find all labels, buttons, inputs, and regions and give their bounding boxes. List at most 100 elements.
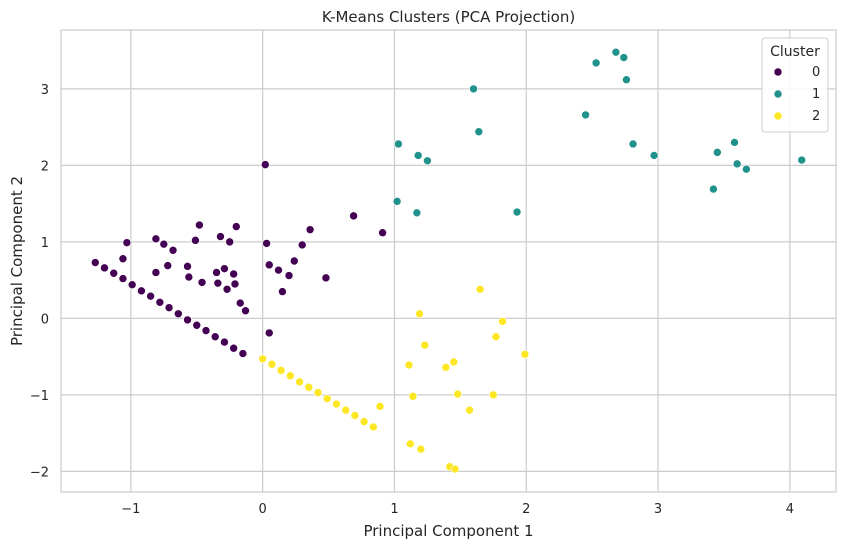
- data-point-cluster-2: [258, 354, 267, 364]
- data-point-cluster-1: [628, 139, 638, 149]
- grid-lines: [61, 30, 836, 492]
- data-point-cluster-0: [229, 343, 238, 353]
- data-point-cluster-0: [262, 239, 271, 248]
- y-tick-label: −2: [30, 465, 49, 480]
- legend-marker-0: [773, 67, 783, 77]
- data-point-cluster-2: [369, 422, 378, 432]
- data-point-cluster-0: [235, 298, 245, 308]
- x-axis-label: Principal Component 1: [363, 522, 533, 540]
- data-point-cluster-1: [412, 208, 422, 218]
- data-point-cluster-0: [378, 228, 387, 237]
- data-point-cluster-0: [151, 268, 161, 277]
- data-point-cluster-2: [408, 392, 418, 401]
- data-point-cluster-1: [619, 53, 629, 62]
- data-point-cluster-0: [278, 287, 287, 296]
- data-point-cluster-2: [332, 399, 341, 409]
- y-tick-label: 2: [41, 159, 49, 174]
- data-point-cluster-0: [225, 237, 235, 247]
- y-tick-label: 1: [41, 236, 49, 251]
- data-point-cluster-0: [260, 160, 270, 169]
- x-tick-label: 1: [390, 502, 398, 517]
- data-point-cluster-0: [163, 261, 173, 270]
- data-point-cluster-2: [441, 363, 451, 372]
- data-point-cluster-0: [216, 232, 225, 241]
- data-point-cluster-0: [222, 285, 232, 294]
- data-point-cluster-0: [159, 239, 169, 249]
- y-tick-label: 3: [41, 83, 49, 98]
- data-point-cluster-0: [212, 268, 221, 277]
- data-point-cluster-2: [489, 390, 498, 400]
- data-point-cluster-2: [415, 309, 424, 319]
- x-tick-label: 3: [654, 502, 662, 517]
- legend-marker-2: [773, 111, 783, 121]
- data-point-cluster-0: [100, 263, 109, 273]
- data-point-cluster-2: [420, 340, 430, 350]
- data-point-cluster-0: [118, 254, 128, 264]
- data-point-cluster-2: [295, 377, 304, 387]
- data-point-cluster-2: [322, 394, 332, 403]
- data-point-cluster-0: [155, 298, 165, 307]
- data-point-cluster-0: [201, 326, 211, 335]
- data-point-cluster-2: [350, 411, 360, 420]
- data-point-cluster-0: [229, 269, 238, 279]
- data-point-cluster-0: [220, 264, 229, 273]
- data-point-cluster-0: [127, 280, 137, 290]
- data-point-cluster-0: [197, 278, 207, 287]
- data-point-cluster-0: [274, 265, 283, 275]
- data-point-cluster-2: [475, 285, 485, 294]
- data-point-cluster-1: [649, 151, 659, 160]
- legend: Cluster 0 1 2: [761, 37, 829, 133]
- data-point-cluster-2: [498, 317, 507, 326]
- x-tick-labels: −1 0 1 2 3 4: [121, 502, 794, 517]
- data-point-cluster-2: [405, 439, 415, 449]
- data-point-cluster-0: [213, 278, 223, 288]
- data-point-cluster-2: [267, 359, 277, 369]
- legend-label-0: 0: [812, 65, 820, 80]
- data-point-cluster-0: [146, 291, 155, 301]
- data-point-cluster-0: [349, 211, 358, 221]
- data-point-cluster-2: [276, 366, 286, 375]
- data-point-cluster-1: [512, 207, 522, 217]
- data-point-cluster-0: [151, 234, 161, 244]
- data-points: [90, 47, 807, 474]
- data-point-cluster-2: [341, 405, 350, 415]
- data-point-cluster-1: [732, 159, 742, 169]
- data-point-cluster-0: [264, 260, 274, 270]
- data-point-cluster-2: [375, 402, 385, 411]
- data-point-cluster-2: [450, 464, 460, 474]
- data-point-cluster-0: [192, 320, 202, 330]
- data-point-cluster-0: [109, 268, 119, 278]
- data-point-cluster-1: [611, 47, 621, 57]
- x-tick-label: 0: [259, 502, 267, 517]
- data-point-cluster-1: [742, 164, 751, 174]
- data-point-cluster-1: [581, 110, 590, 120]
- y-tick-label: 0: [41, 312, 49, 327]
- y-tick-label: −1: [30, 389, 49, 404]
- data-point-cluster-0: [289, 256, 299, 266]
- data-point-cluster-0: [191, 236, 200, 245]
- legend-label-1: 1: [812, 87, 820, 102]
- data-point-cluster-0: [284, 271, 294, 280]
- data-point-cluster-2: [286, 371, 295, 381]
- legend-label-2: 2: [812, 109, 820, 124]
- data-point-cluster-2: [313, 388, 323, 397]
- data-point-cluster-0: [210, 332, 220, 342]
- data-point-cluster-1: [423, 156, 432, 166]
- data-point-cluster-1: [591, 58, 601, 68]
- data-point-cluster-2: [304, 382, 314, 392]
- plot-frame: [60, 29, 837, 493]
- x-tick-label: 2: [522, 502, 530, 517]
- data-point-cluster-0: [137, 286, 146, 296]
- x-tick-label: 4: [786, 502, 794, 517]
- data-point-cluster-1: [394, 139, 403, 149]
- chart-title: K-Means Clusters (PCA Projection): [322, 8, 575, 26]
- data-point-cluster-0: [164, 303, 174, 312]
- data-point-cluster-1: [622, 75, 631, 85]
- data-point-cluster-2: [416, 444, 426, 454]
- data-point-cluster-0: [183, 262, 192, 271]
- data-point-cluster-2: [404, 360, 414, 370]
- y-axis-label: Principal Component 2: [8, 176, 26, 346]
- data-point-cluster-1: [797, 155, 807, 165]
- data-point-cluster-0: [231, 222, 241, 231]
- data-point-cluster-2: [465, 405, 474, 415]
